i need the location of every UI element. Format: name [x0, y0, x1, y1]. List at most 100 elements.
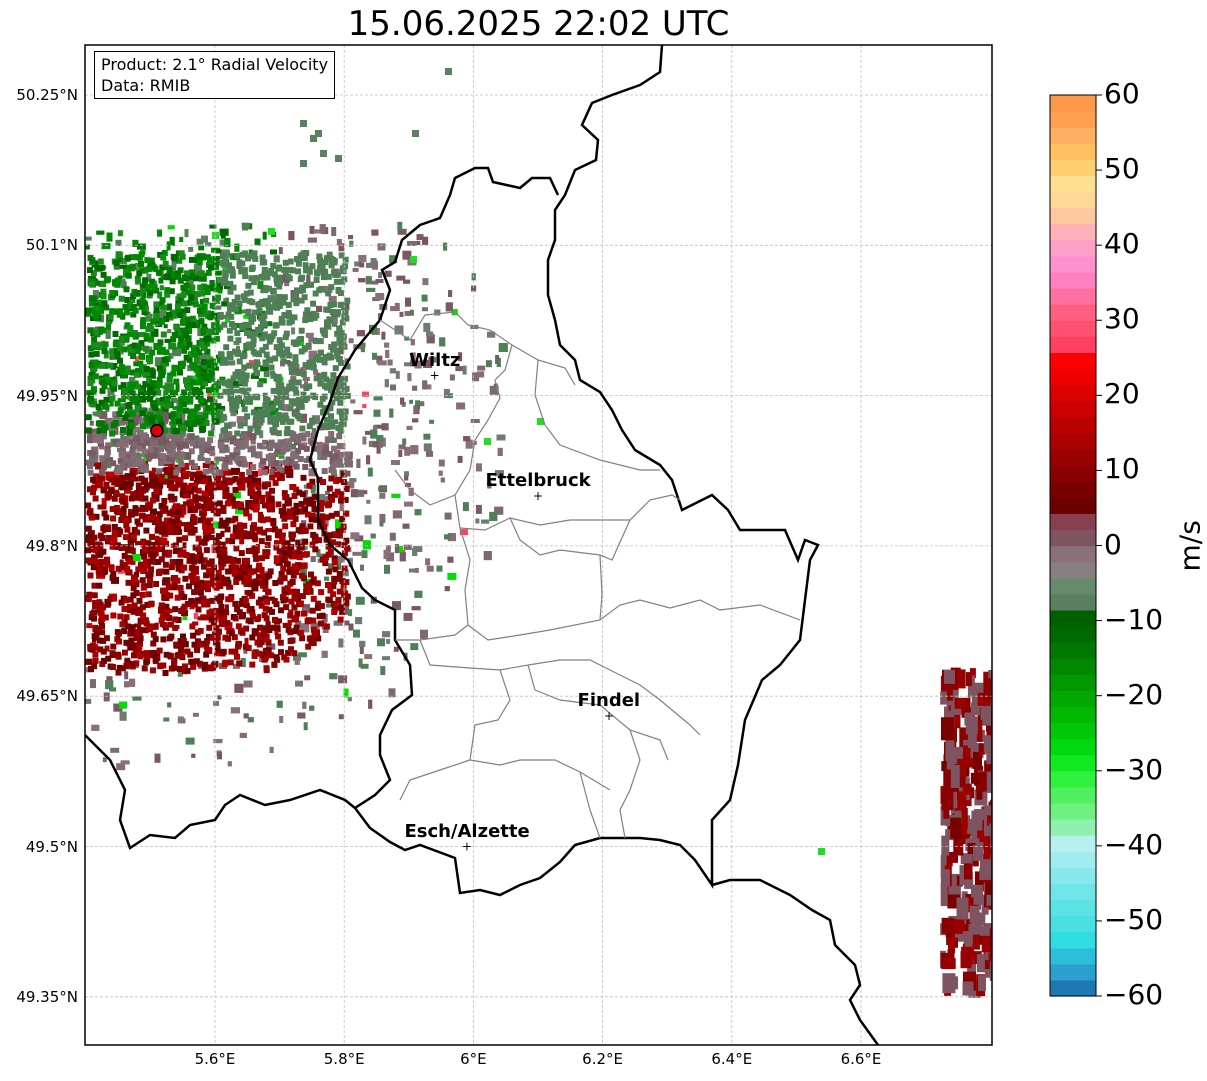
radar-echo-cell	[123, 286, 130, 293]
radar-echo-cell	[243, 713, 249, 719]
radar-echo-cell	[227, 761, 232, 767]
radar-echo-cell	[119, 462, 126, 469]
radar-echo-cell	[359, 640, 366, 647]
radar-echo-cell	[167, 303, 172, 311]
radar-echo-cell	[292, 386, 299, 393]
radar-echo-cell	[185, 279, 194, 288]
radar-echo-cell	[100, 314, 105, 323]
radar-echo-cell	[274, 532, 281, 539]
radar-echo-cell	[139, 577, 146, 584]
radar-echo-cell	[276, 283, 283, 290]
radar-echo-cell	[92, 436, 99, 443]
radar-echo-cell	[255, 544, 260, 554]
radar-echo-cell	[341, 591, 347, 598]
radar-echo-cell	[308, 496, 315, 503]
radar-echo-cell	[970, 920, 981, 943]
radar-echo-cell	[196, 415, 203, 421]
radar-echo-cell	[227, 302, 234, 309]
radar-echo-cell	[234, 323, 243, 328]
radar-echo-cell	[970, 702, 980, 716]
radar-echo-cell	[123, 614, 130, 621]
radar-echo-cell	[177, 523, 182, 531]
radar-echo-cell	[92, 495, 99, 502]
radar-echo-cell	[141, 432, 148, 439]
radar-echo-cell	[310, 364, 317, 371]
radar-echo-cell	[444, 512, 452, 520]
radar-echo-cell	[338, 675, 348, 684]
radar-echo-cell	[267, 568, 274, 575]
radar-echo-cell	[303, 445, 310, 452]
radar-echo-cell	[260, 629, 267, 635]
radar-echo-cell	[109, 543, 116, 550]
radar-echo-cell	[374, 424, 383, 429]
radar-echo-cell	[320, 479, 326, 485]
radar-echo-cell	[274, 471, 281, 478]
radar-echo-cell	[313, 375, 320, 382]
radar-echo-cell	[295, 620, 302, 628]
radar-echo-cell	[155, 570, 162, 577]
radar-echo-cell	[331, 609, 338, 615]
radar-echo-cell	[260, 445, 268, 450]
radar-echo-cell	[310, 531, 317, 538]
radar-echo-cell	[176, 293, 183, 300]
radar-echo-cell	[243, 647, 248, 654]
radar-echo-cell	[329, 308, 336, 315]
radar-echo-cell	[110, 460, 117, 467]
radar-echo-cell	[130, 303, 137, 310]
radar-echo-cell	[969, 905, 980, 923]
radar-echo-cell	[137, 360, 144, 367]
radar-echo-cell	[210, 507, 217, 513]
radar-echo-cell	[380, 666, 386, 676]
radar-echo-cell	[318, 589, 325, 596]
radar-echo-cell	[185, 321, 192, 328]
radar-echo-cell	[313, 229, 322, 234]
radar-echo-cell	[166, 445, 173, 452]
radar-echo-cell	[180, 291, 187, 298]
radar-echo-cell	[159, 369, 166, 376]
radar-echo-cell	[235, 570, 242, 577]
radar-echo-cell	[200, 298, 204, 305]
radar-echo-cell	[250, 374, 259, 379]
radar-echo-cell	[299, 523, 306, 530]
radar-echo-cell	[99, 387, 106, 394]
radar-echo-cell	[152, 452, 159, 459]
radar-echo-cell	[236, 530, 243, 537]
radar-echo-cell	[137, 617, 146, 625]
radar-echo-cell	[105, 471, 115, 481]
radar-echo-cell	[177, 342, 184, 349]
radar-echo-cell	[269, 746, 274, 753]
radar-echo-cell	[198, 538, 208, 546]
radar-echo-cell	[253, 498, 259, 504]
radar-echo-cell	[213, 521, 222, 529]
radar-echo-cell	[353, 410, 363, 415]
radar-echo-cell	[109, 290, 116, 296]
radar-echo-cell	[280, 565, 287, 572]
radar-echo-cell	[105, 323, 111, 332]
radar-echo-cell	[338, 252, 345, 259]
radar-echo-cell	[398, 450, 403, 457]
radar-echo-cell	[339, 502, 344, 512]
radar-echo-cell	[262, 586, 269, 592]
radar-echo-cell	[102, 402, 108, 409]
radar-echo-cell	[298, 348, 305, 355]
radar-echo-cell	[302, 377, 310, 381]
radar-echo-cell	[85, 307, 92, 314]
radar-echo-cell	[118, 599, 125, 606]
radar-echo-cell	[278, 382, 285, 389]
radar-echo-cell	[178, 608, 185, 614]
radar-echo-cell	[93, 513, 100, 520]
radar-echo-cell	[276, 392, 283, 399]
radar-echo-cell	[202, 412, 209, 419]
radar-echo-cell	[143, 333, 150, 339]
radar-echo-cell	[170, 370, 177, 377]
radar-echo-cell	[162, 260, 169, 267]
radar-echo-cell	[286, 513, 293, 520]
radar-echo-cell	[128, 637, 135, 644]
radar-echo-cell	[175, 617, 182, 623]
radar-echo-cell	[940, 869, 950, 887]
radar-echo-cell	[140, 423, 146, 430]
radar-echo-cell	[114, 348, 120, 355]
radar-echo-cell	[118, 364, 125, 371]
radar-echo-cell	[121, 346, 128, 353]
radar-echo-cell	[175, 565, 182, 572]
